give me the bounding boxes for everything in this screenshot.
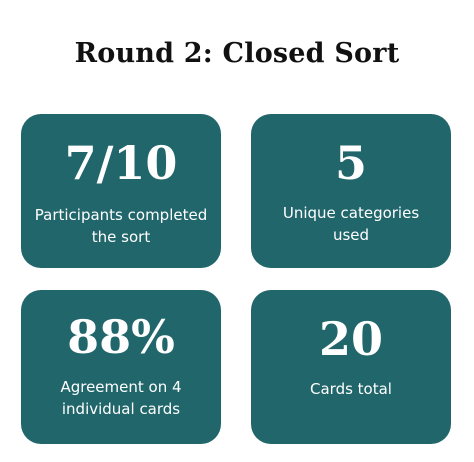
stat-value: 7/10 xyxy=(64,136,178,190)
stat-card-agreement: 88% Agreement on 4 individual cards xyxy=(21,290,221,444)
stat-card-participants-completed: 7/10 Participants completed the sort xyxy=(21,114,221,268)
stat-card-unique-categories: 5 Unique categories used xyxy=(251,114,451,268)
stat-label: Participants completed the sort xyxy=(34,206,208,246)
stat-value: 5 xyxy=(334,136,367,190)
stat-value: 88% xyxy=(67,310,175,364)
stat-value: 20 xyxy=(318,312,383,366)
stat-label: Agreement on 4 individual cards xyxy=(60,378,182,418)
stat-card-cards-total: 20 Cards total xyxy=(251,290,451,444)
stat-label: Unique categories used xyxy=(282,204,420,244)
page-title: Round 2: Closed Sort xyxy=(74,38,400,69)
stat-label: Cards total xyxy=(310,380,392,398)
